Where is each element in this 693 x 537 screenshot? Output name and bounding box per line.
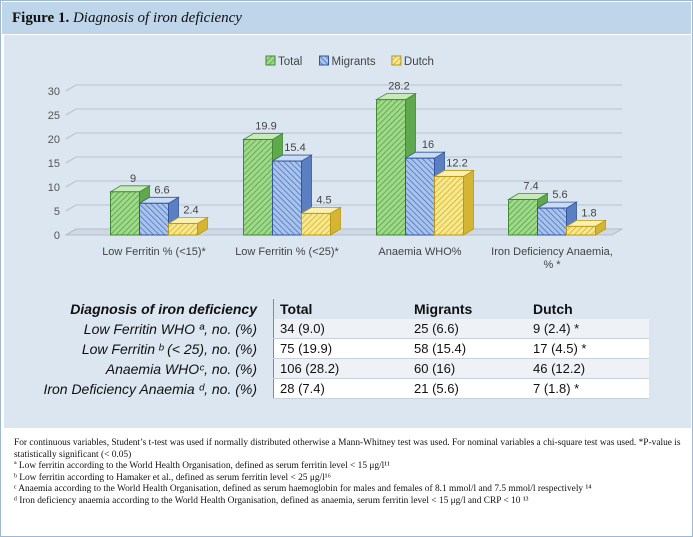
cell-migrants: 58 (15.4) (408, 338, 527, 359)
table-row: Iron Deficiency Anaemia ᵈ, no. (%) 28 (7… (4, 378, 649, 399)
y-tick-label: 20 (48, 134, 60, 146)
gridline (65, 84, 622, 92)
x-tick-label: Anaemia WHO% (378, 246, 461, 258)
cell-migrants: 21 (5.6) (408, 378, 527, 399)
table-row: Low Ferritin ᵇ (< 25), no. (%) 75 (19.9)… (4, 338, 649, 359)
table-row-header: Diagnosis of iron deficiency (70, 301, 257, 317)
data-label: 12.2 (446, 157, 467, 169)
note-text: ᵇ Low ferritin according to Hamaker et a… (14, 472, 331, 483)
x-tick-label: Iron Deficiency Anaemia, (491, 246, 613, 258)
cell-total: 28 (7.4) (273, 378, 408, 399)
data-label: 16 (422, 139, 434, 151)
bar (376, 99, 406, 236)
figure-title: Figure 1. Diagnosis of iron deficiency (12, 10, 242, 27)
note-text: ᵈ Iron deficiency anaemia according to t… (14, 495, 529, 506)
y-tick-label: 30 (48, 86, 60, 98)
bar (110, 191, 140, 236)
note-text: For continuous variables, Student’s t-te… (14, 438, 681, 460)
figure-caption: Diagnosis of iron deficiency (72, 10, 242, 26)
data-label: 4.5 (316, 194, 331, 206)
cell-dutch: 46 (12.2) (527, 358, 649, 379)
bar (301, 212, 331, 236)
x-tick-label: % * (543, 259, 561, 271)
row-label: Low Ferritin WHO ª, no. (%) (83, 320, 257, 337)
data-label: 5.6 (552, 189, 567, 201)
legend-entry: Migrants (332, 56, 376, 68)
gridline (65, 156, 622, 164)
note-text: ᶜ Anaemia according to the World Health … (14, 484, 592, 494)
gridline (65, 108, 622, 116)
bar (272, 160, 302, 236)
bar (243, 138, 273, 236)
table-row: Anaemia WHOᶜ, no. (%) 106 (28.2) 60 (16)… (4, 358, 649, 379)
diagnosis-table: Diagnosis of iron deficiency Total Migra… (4, 299, 649, 399)
cell-migrants: 25 (6.6) (408, 319, 527, 339)
bar (434, 175, 464, 236)
gridline (65, 132, 622, 140)
y-axis: 0 5 10 15 20 25 30 (48, 86, 60, 242)
figure-notes: For continuous variables, Student’s t-te… (14, 438, 682, 507)
legend-entry: Total (278, 56, 302, 68)
chart-grid (65, 84, 622, 236)
y-tick-label: 10 (48, 182, 60, 194)
legend-swatch (319, 55, 329, 66)
legend-swatch (391, 55, 402, 66)
cell-migrants: 60 (16) (408, 358, 527, 379)
note-text: ª Low ferritin according to the World He… (14, 461, 390, 471)
data-label: 19.9 (255, 120, 276, 132)
legend-swatch (265, 55, 276, 66)
bar (508, 198, 538, 236)
y-tick-label: 25 (48, 110, 60, 122)
bar (168, 222, 198, 236)
table-col-migrants: Migrants (414, 301, 473, 317)
chart-legend: Total Migrants Dutch (265, 55, 434, 68)
table-row: Low Ferritin WHO ª, no. (%) 34 (9.0) 25 … (4, 319, 649, 339)
bar-side (463, 169, 474, 236)
y-tick-label: 15 (48, 158, 60, 170)
bar (566, 225, 596, 236)
y-tick-label: 5 (54, 206, 60, 218)
data-label: 1.8 (581, 207, 596, 219)
data-label: 9 (130, 173, 136, 185)
data-label: 6.6 (154, 184, 169, 196)
bar (139, 202, 169, 236)
data-label: 28.2 (388, 81, 409, 93)
bar (405, 157, 435, 236)
figure-title-bar: Figure 1. Diagnosis of iron deficiency (2, 2, 691, 34)
data-label: 7.4 (523, 180, 538, 192)
table-col-dutch: Dutch (533, 301, 573, 317)
y-tick-label: 0 (54, 230, 60, 242)
row-label: Low Ferritin ᵇ (< 25), no. (%) (81, 340, 257, 357)
x-axis: Low Ferritin % (<15)* Low Ferritin % (<25… (102, 246, 613, 271)
x-tick-label: Low Ferritin % (<25)* (235, 246, 339, 258)
cell-total: 75 (19.9) (273, 338, 408, 359)
cell-dutch: 17 (4.5) * (527, 338, 649, 359)
diagnosis-table-container: Diagnosis of iron deficiency Total Migra… (4, 299, 691, 399)
data-labels: 9 6.6 2.4 19.9 15.4 4.5 28.2 16 12.2 7.4 5.6 1.8 (130, 81, 597, 220)
bar-chart: 0 5 10 15 20 25 30 9 6.6 2.4 19.9 15.4 4.5 28.2 16 12.… (48, 55, 624, 271)
table-col-total: Total (273, 299, 408, 319)
legend-entry: Dutch (404, 56, 434, 68)
bar (537, 207, 567, 236)
figure-panel: 0 5 10 15 20 25 30 9 6.6 2.4 19.9 15.4 4.5 28.2 16 12.… (4, 35, 691, 428)
x-tick-label: Low Ferritin % (<15)* (102, 246, 206, 258)
row-label: Iron Deficiency Anaemia ᵈ, no. (%) (43, 380, 257, 397)
cell-total: 34 (9.0) (273, 319, 408, 339)
figure-number: Figure 1. (12, 10, 70, 26)
row-label: Anaemia WHOᶜ, no. (%) (105, 360, 257, 377)
cell-dutch: 7 (1.8) * (527, 378, 649, 399)
chart-bars (109, 92, 607, 236)
data-label: 2.4 (183, 204, 198, 216)
cell-dutch: 9 (2.4) * (527, 319, 649, 339)
data-label: 15.4 (284, 142, 305, 154)
cell-total: 106 (28.2) (273, 358, 408, 379)
table-header-row: Diagnosis of iron deficiency Total Migra… (4, 299, 649, 319)
